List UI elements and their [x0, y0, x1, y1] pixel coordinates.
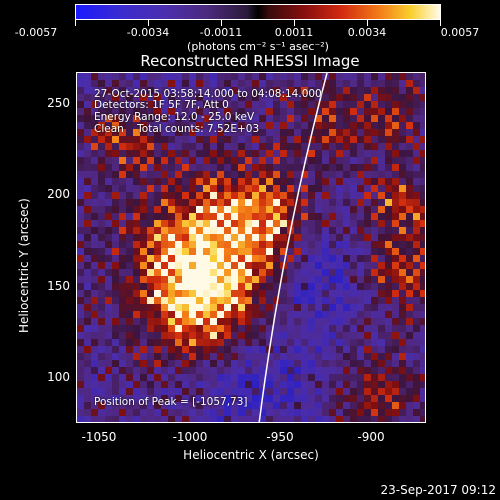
colorbar-tick-label: 0.0057: [440, 26, 480, 39]
colorbar-tick-label: -0.0034: [126, 26, 170, 39]
image-title: Reconstructed RHESSI Image: [140, 52, 360, 70]
colorbar-tick: [367, 20, 368, 26]
y-tick-label: 150: [47, 279, 70, 293]
y-tick-label: 200: [47, 187, 70, 201]
info-time-range: 27-Oct-2015 03:58:14.000 to 04:08:14.000: [94, 88, 322, 100]
rhessi-image-plot: [76, 72, 426, 423]
info-peak-position: Position of Peak = [-1057,73]: [94, 396, 248, 408]
x-tick-label: -900: [357, 430, 385, 444]
colorbar-tick-label: -0.0057: [14, 26, 58, 39]
y-tick-label: 250: [47, 96, 70, 110]
y-axis-label: Heliocentric Y (arcsec): [17, 198, 31, 333]
colorbar-units: (photons cm⁻² s⁻¹ asec⁻²): [187, 40, 329, 53]
colorbar-tick: [221, 20, 222, 26]
y-tick-label: 100: [47, 370, 70, 384]
colorbar-tick: [294, 20, 295, 26]
colorbar-tick-label: 0.0011: [274, 26, 314, 39]
colorbar: [75, 4, 441, 20]
info-clean: Clean Total counts: 7.52E+03: [94, 123, 260, 135]
x-tick-label: -1050: [81, 430, 117, 444]
footer-timestamp: 23-Sep-2017 09:12: [380, 483, 496, 497]
heatmap-image: [77, 73, 425, 422]
colorbar-tick: [75, 20, 76, 26]
solar-limb-line: [258, 73, 328, 422]
colorbar-tick: [440, 20, 441, 26]
info-detectors: Detectors: 1F 5F 7F, Att 0: [94, 99, 229, 111]
colorbar-tick-label: 0.0034: [347, 26, 387, 39]
info-energy-range: Energy Range: 12.0 - 25.0 keV: [94, 111, 255, 123]
colorbar-gradient: [76, 5, 440, 19]
x-axis-label: Heliocentric X (arcsec): [183, 448, 319, 462]
colorbar-tick: [148, 20, 149, 26]
colorbar-tick-label: -0.0011: [199, 26, 243, 39]
x-tick-label: -1000: [172, 430, 208, 444]
x-tick-label: -950: [266, 430, 294, 444]
